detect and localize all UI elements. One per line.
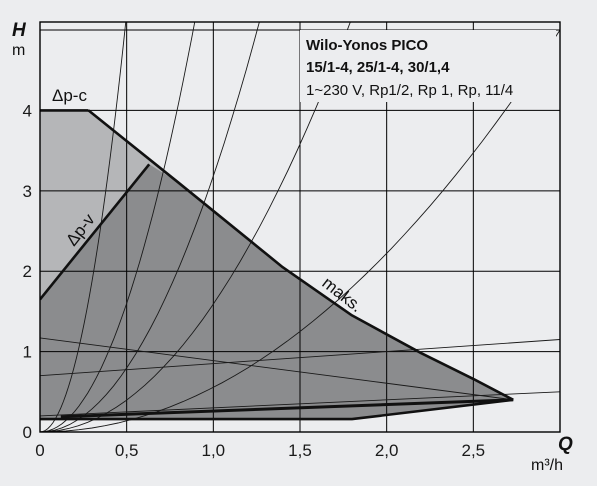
region-1 xyxy=(40,164,514,420)
system-curve xyxy=(40,29,560,432)
series-line-4 xyxy=(60,398,514,419)
series-line-3 xyxy=(40,398,514,421)
x-tick-label: 0,5 xyxy=(115,441,139,460)
chart-title: Wilo-Yonos PICO xyxy=(306,37,428,54)
chart-subtitle-specs: 1~230 V, Rp1/2, Rp 1, Rp, 11/4 xyxy=(306,82,513,99)
series-lines xyxy=(40,109,514,421)
x-tick-label: 1,5 xyxy=(288,441,312,460)
y-tick-label: 2 xyxy=(23,262,32,281)
x-tick-label: 2,5 xyxy=(462,441,486,460)
y-axis-unit: m xyxy=(12,42,25,59)
title-background xyxy=(300,30,556,102)
speed-line xyxy=(40,339,560,377)
label-dp-c: Δp-c xyxy=(52,86,87,105)
series-line-2 xyxy=(40,163,151,301)
plot-frame xyxy=(39,21,561,433)
y-tick-labels: 0 1 2 3 4 xyxy=(23,101,32,442)
x-tick-labels: 0 0,5 1,0 1,5 2,0 2,5 xyxy=(35,441,485,460)
speed-line xyxy=(40,337,514,401)
operating-regions xyxy=(40,110,514,420)
x-axis-unit: m³/h xyxy=(531,457,563,474)
x-axis-symbol: Q xyxy=(558,434,573,455)
x-tick-label: 1,0 xyxy=(202,441,226,460)
system-curve xyxy=(40,22,260,432)
series-line-1 xyxy=(87,109,514,401)
x-tick-label: 2,0 xyxy=(375,441,399,460)
y-tick-label: 1 xyxy=(23,343,32,362)
x-tick-label: 0 xyxy=(35,441,44,460)
y-tick-label: 3 xyxy=(23,182,32,201)
chart-subtitle-models: 15/1-4, 25/1-4, 30/1,4 xyxy=(306,59,450,76)
y-axis-symbol: H xyxy=(12,20,27,41)
speed-line xyxy=(40,391,560,417)
y-tick-label: 0 xyxy=(23,423,32,442)
y-tick-label: 4 xyxy=(23,101,32,120)
